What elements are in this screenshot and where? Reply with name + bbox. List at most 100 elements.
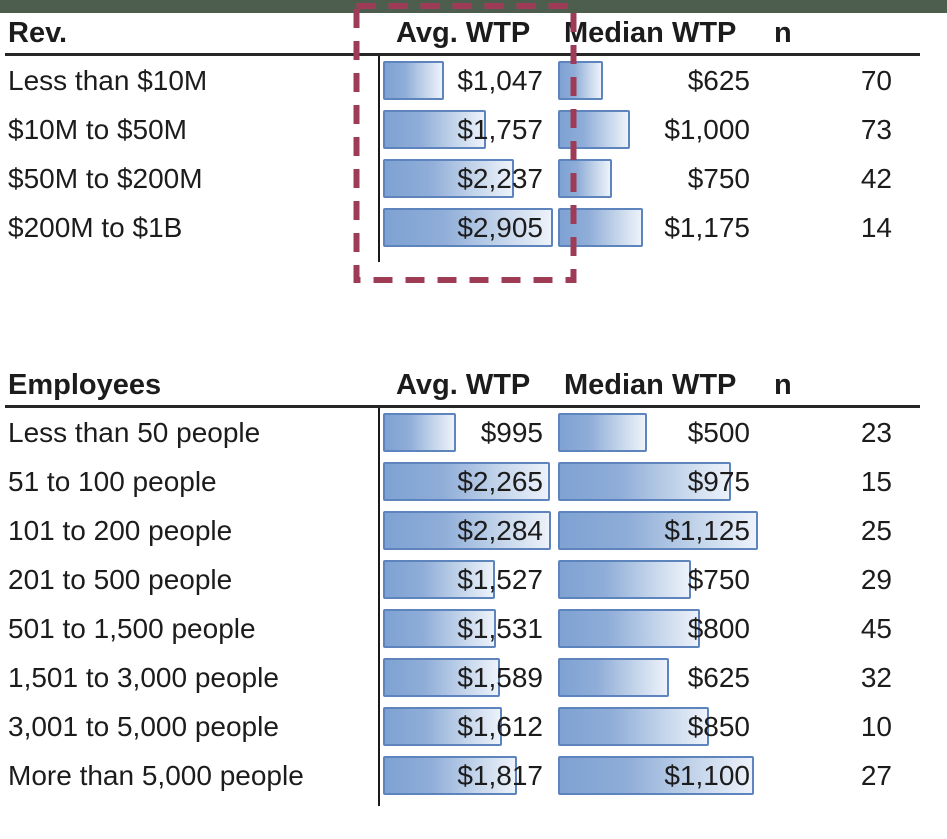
- avg-wtp-cell: $2,905: [378, 203, 556, 252]
- avg-wtp-bar: [383, 413, 456, 452]
- median-wtp-bar: [558, 462, 731, 501]
- avg-wtp-header: Avg. WTP: [396, 369, 531, 401]
- median-wtp-bar: [558, 609, 700, 648]
- avg-wtp-value: $1,757: [457, 114, 543, 145]
- n-header: n: [774, 17, 792, 49]
- median-wtp-value: $1,100: [664, 760, 750, 791]
- avg-wtp-value: $2,905: [457, 212, 543, 243]
- avg-wtp-bar: [383, 658, 500, 697]
- median-wtp-cell: $850: [556, 702, 760, 751]
- avg-wtp-header: Avg. WTP: [396, 17, 531, 49]
- avg-wtp-cell: $1,612: [378, 702, 556, 751]
- employees-table-rows: Less than 50 people $995 $500 23 51 to 1…: [5, 408, 920, 806]
- row-label: More than 5,000 people: [8, 760, 304, 791]
- median-wtp-cell: $1,125: [556, 506, 760, 555]
- median-wtp-bar: [558, 208, 643, 247]
- rev-table-header: Rev. Avg. WTP Median WTP n: [5, 16, 920, 56]
- n-cell: 32: [860, 662, 892, 693]
- median-wtp-bar: [558, 707, 709, 746]
- median-wtp-cell: $1,000: [556, 105, 760, 154]
- row-label: Less than 50 people: [8, 417, 261, 448]
- median-wtp-bar: [558, 61, 603, 100]
- n-cell: 23: [860, 417, 892, 448]
- median-wtp-bar: [558, 110, 630, 149]
- n-cell: 10: [860, 711, 892, 742]
- avg-wtp-cell: $2,237: [378, 154, 556, 203]
- avg-wtp-value: $1,527: [457, 564, 543, 595]
- table-row: 51 to 100 people $2,265 $975 15: [5, 457, 920, 506]
- avg-wtp-value: $1,047: [457, 65, 543, 96]
- row-label: 1,501 to 3,000 people: [8, 662, 279, 693]
- median-wtp-value: $975: [687, 466, 750, 497]
- table-row: More than 5,000 people $1,817 $1,100 27: [5, 751, 920, 800]
- avg-wtp-bar: [383, 609, 496, 648]
- avg-wtp-value: $2,284: [457, 515, 543, 546]
- n-cell: 25: [860, 515, 892, 546]
- top-band: [0, 0, 947, 13]
- median-wtp-cell: $800: [556, 604, 760, 653]
- median-wtp-value: $1,125: [664, 515, 750, 546]
- avg-wtp-bar: [383, 462, 550, 501]
- n-cell: 29: [860, 564, 892, 595]
- avg-wtp-value: $1,817: [457, 760, 543, 791]
- median-wtp-cell: $1,100: [556, 751, 760, 800]
- median-wtp-value: $750: [687, 163, 750, 194]
- row-label: $200M to $1B: [8, 212, 183, 243]
- row-label: 501 to 1,500 people: [8, 613, 256, 644]
- median-wtp-value: $625: [687, 65, 750, 96]
- n-cell: 70: [860, 65, 892, 96]
- rev-table: Rev. Avg. WTP Median WTP n Less than $10…: [5, 16, 920, 262]
- median-wtp-cell: $750: [556, 555, 760, 604]
- employees-table: Employees Avg. WTP Median WTP n Less tha…: [5, 368, 920, 806]
- row-label: 51 to 100 people: [8, 466, 217, 497]
- employees-header-label: Employees: [8, 369, 162, 401]
- table-row: 1,501 to 3,000 people $1,589 $625 32: [5, 653, 920, 702]
- avg-wtp-cell: $1,589: [378, 653, 556, 702]
- table-row: 3,001 to 5,000 people $1,612 $850 10: [5, 702, 920, 751]
- avg-wtp-value: $1,612: [457, 711, 543, 742]
- table-row: $50M to $200M $2,237 $750 42: [5, 154, 920, 203]
- rev-table-rows: Less than $10M $1,047 $625 70 $10M to $5…: [5, 56, 920, 262]
- avg-wtp-cell: $995: [378, 408, 556, 457]
- table-row: $10M to $50M $1,757 $1,000 73: [5, 105, 920, 154]
- row-label: $50M to $200M: [8, 163, 203, 194]
- table-row: Less than $10M $1,047 $625 70: [5, 56, 920, 105]
- median-wtp-cell: $625: [556, 56, 760, 105]
- n-cell: 14: [860, 212, 892, 243]
- avg-wtp-bar: [383, 61, 444, 100]
- avg-wtp-bar: [383, 560, 495, 599]
- avg-wtp-cell: $1,757: [378, 105, 556, 154]
- table-row: 101 to 200 people $2,284 $1,125 25: [5, 506, 920, 555]
- row-label: Less than $10M: [8, 65, 208, 96]
- avg-wtp-cell: $1,817: [378, 751, 556, 800]
- median-wtp-value: $750: [687, 564, 750, 595]
- median-wtp-value: $625: [687, 662, 750, 693]
- avg-wtp-value: $1,589: [457, 662, 543, 693]
- median-wtp-value: $800: [687, 613, 750, 644]
- table-row: $200M to $1B $2,905 $1,175 14: [5, 203, 920, 252]
- median-wtp-cell: $975: [556, 457, 760, 506]
- avg-wtp-cell: $2,265: [378, 457, 556, 506]
- row-label: 201 to 500 people: [8, 564, 233, 595]
- median-wtp-bar: [558, 658, 669, 697]
- n-cell: 42: [860, 163, 892, 194]
- median-wtp-value: $850: [687, 711, 750, 742]
- table-row: 501 to 1,500 people $1,531 $800 45: [5, 604, 920, 653]
- median-wtp-bar: [558, 511, 758, 550]
- n-cell: 27: [860, 760, 892, 791]
- table-row: 201 to 500 people $1,527 $750 29: [5, 555, 920, 604]
- median-wtp-value: $500: [687, 417, 750, 448]
- avg-wtp-value: $2,265: [457, 466, 543, 497]
- median-wtp-cell: $750: [556, 154, 760, 203]
- avg-wtp-value: $1,531: [457, 613, 543, 644]
- avg-wtp-bar: [383, 707, 502, 746]
- median-wtp-bar: [558, 560, 691, 599]
- row-label: $10M to $50M: [8, 114, 187, 145]
- median-wtp-header: Median WTP: [564, 17, 737, 49]
- row-label: 101 to 200 people: [8, 515, 233, 546]
- median-wtp-value: $1,000: [664, 114, 750, 145]
- avg-wtp-cell: $1,531: [378, 604, 556, 653]
- median-wtp-value: $1,175: [664, 212, 750, 243]
- avg-wtp-cell: $2,284: [378, 506, 556, 555]
